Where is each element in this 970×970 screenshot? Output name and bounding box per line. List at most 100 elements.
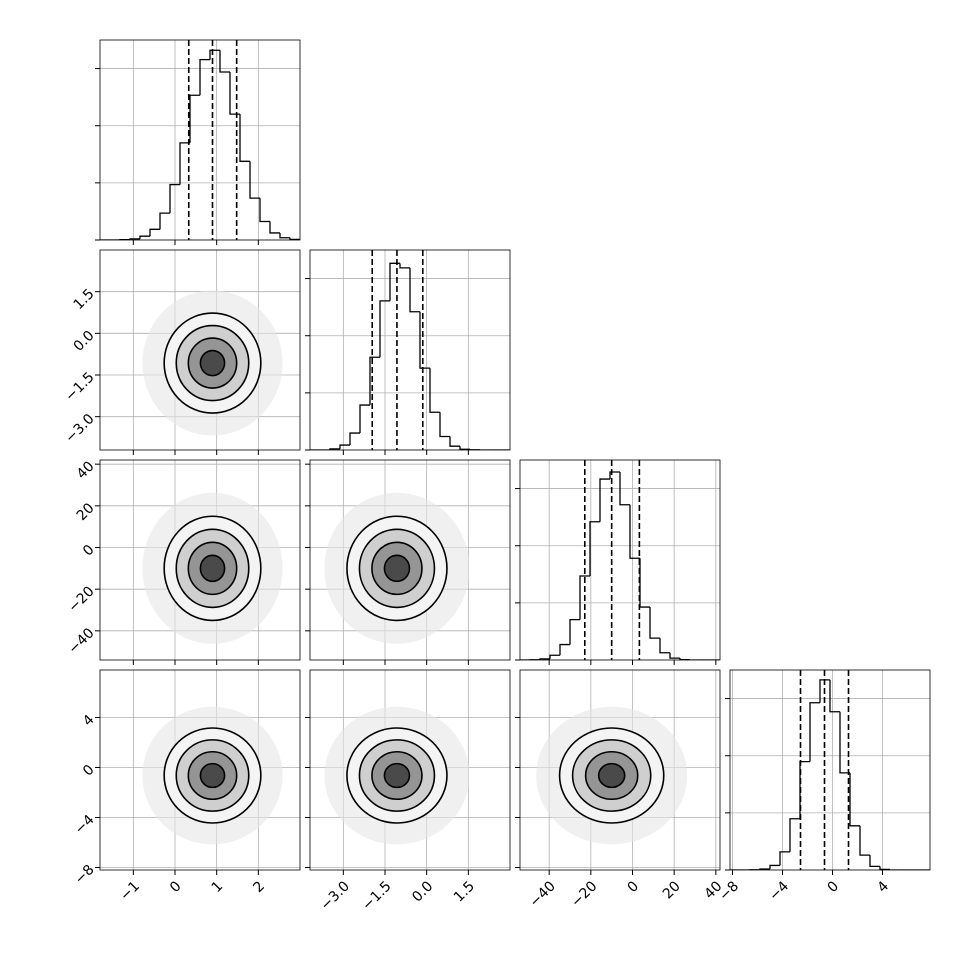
histogram-step xyxy=(869,855,880,868)
panel xyxy=(305,459,511,665)
histogram-step xyxy=(459,446,470,450)
plot-area xyxy=(100,250,300,450)
panel-frame xyxy=(519,459,721,661)
panel-frame xyxy=(99,39,301,241)
histogram-step xyxy=(409,267,420,313)
histogram-step xyxy=(219,50,230,73)
panel: 1.5 0.0 −1.5 −3.0 xyxy=(62,249,301,455)
histogram-step xyxy=(839,711,850,774)
y-tick-label: 0 xyxy=(80,542,98,560)
x-tick-label: 0.0 xyxy=(409,878,436,905)
y-tick-label: 1.5 xyxy=(71,286,98,313)
x-tick-label: 1.5 xyxy=(451,878,478,905)
histogram-step xyxy=(769,864,780,870)
panel-frame xyxy=(519,669,721,871)
panel-frame xyxy=(309,249,511,451)
panel-frame xyxy=(309,459,511,661)
histogram-step xyxy=(399,263,410,269)
histogram-step xyxy=(199,58,210,96)
contour xyxy=(383,554,411,583)
plot-area xyxy=(310,250,510,450)
histogram-step xyxy=(439,412,450,438)
histogram-step xyxy=(389,262,400,301)
plot-area xyxy=(310,460,510,660)
x-tick-label: 0 xyxy=(625,878,643,896)
histogram-step xyxy=(789,818,800,852)
plot-area xyxy=(100,40,300,240)
panel: −1 0 1 2 4 0 −4 −8 xyxy=(72,669,301,904)
y-tick-label: 20 xyxy=(74,500,98,524)
histogram-step xyxy=(339,444,350,449)
histogram-step xyxy=(169,183,180,214)
plot-area xyxy=(100,670,300,870)
histogram-step xyxy=(659,638,670,654)
histogram-step xyxy=(209,49,220,60)
histogram-step xyxy=(349,432,360,446)
x-tick-label: 0 xyxy=(167,878,185,896)
panel-frame xyxy=(729,669,931,871)
histogram-step xyxy=(159,212,170,230)
histogram-step xyxy=(759,868,770,870)
x-tick-label: 20 xyxy=(660,878,684,902)
panel xyxy=(95,39,301,245)
panel xyxy=(305,249,511,455)
histogram-step xyxy=(149,228,160,237)
y-tick-label: −40 xyxy=(65,625,97,657)
histogram-step xyxy=(269,221,280,234)
histogram-step xyxy=(239,114,250,162)
x-tick-label: 2 xyxy=(250,878,268,896)
histogram-step xyxy=(679,658,690,660)
histogram-step xyxy=(879,866,890,870)
histogram-step xyxy=(359,404,370,434)
histogram-step xyxy=(289,237,300,240)
panel-frame xyxy=(99,459,301,661)
histogram-step xyxy=(429,368,440,413)
histogram-step xyxy=(129,238,140,240)
histogram-step xyxy=(419,311,430,369)
histogram-step xyxy=(189,94,200,143)
y-tick-label: −20 xyxy=(65,584,97,616)
x-tick-label: 4 xyxy=(875,878,893,896)
panel: −8 −4 0 4 xyxy=(716,669,931,904)
panel: −40 −20 0 20 40 xyxy=(515,669,725,911)
x-tick-label: −8 xyxy=(716,878,742,904)
histogram-step xyxy=(559,643,570,656)
histogram-step xyxy=(669,652,680,659)
histogram-step xyxy=(779,851,790,866)
panel-frame xyxy=(99,249,301,451)
histogram-step xyxy=(829,679,840,713)
histogram-step xyxy=(619,472,630,506)
x-tick-label: −40 xyxy=(527,878,559,910)
panel: −3.0 −1.5 0.0 1.5 xyxy=(305,669,511,914)
histogram-step xyxy=(819,679,830,703)
panel-frame xyxy=(309,669,511,871)
histogram-step xyxy=(139,235,150,239)
contour xyxy=(597,762,626,789)
x-tick-label: −4 xyxy=(766,878,792,904)
histogram-step xyxy=(599,478,610,522)
panel-frame xyxy=(99,669,301,871)
plot-area xyxy=(520,460,720,660)
contour xyxy=(199,349,226,377)
x-tick-label: −1.5 xyxy=(359,878,394,913)
y-tick-label: −3.0 xyxy=(62,411,97,446)
y-tick-label: −4 xyxy=(72,812,98,838)
histogram-step xyxy=(369,356,380,406)
histogram-step xyxy=(649,607,660,639)
histogram-step xyxy=(609,471,620,480)
plot-area xyxy=(310,670,510,870)
histogram-step xyxy=(249,161,260,199)
histogram-step xyxy=(629,504,640,559)
histogram-step xyxy=(639,558,650,608)
y-tick-label: 40 xyxy=(74,459,98,483)
histogram-step xyxy=(579,575,590,620)
x-tick-label: 1 xyxy=(209,878,227,896)
plot-area xyxy=(730,670,930,870)
y-tick-label: −8 xyxy=(72,862,98,888)
histogram-step xyxy=(229,72,240,115)
contour xyxy=(383,762,411,789)
x-tick-label: −1 xyxy=(117,878,143,904)
histogram-step xyxy=(569,618,580,645)
contour xyxy=(199,554,226,583)
